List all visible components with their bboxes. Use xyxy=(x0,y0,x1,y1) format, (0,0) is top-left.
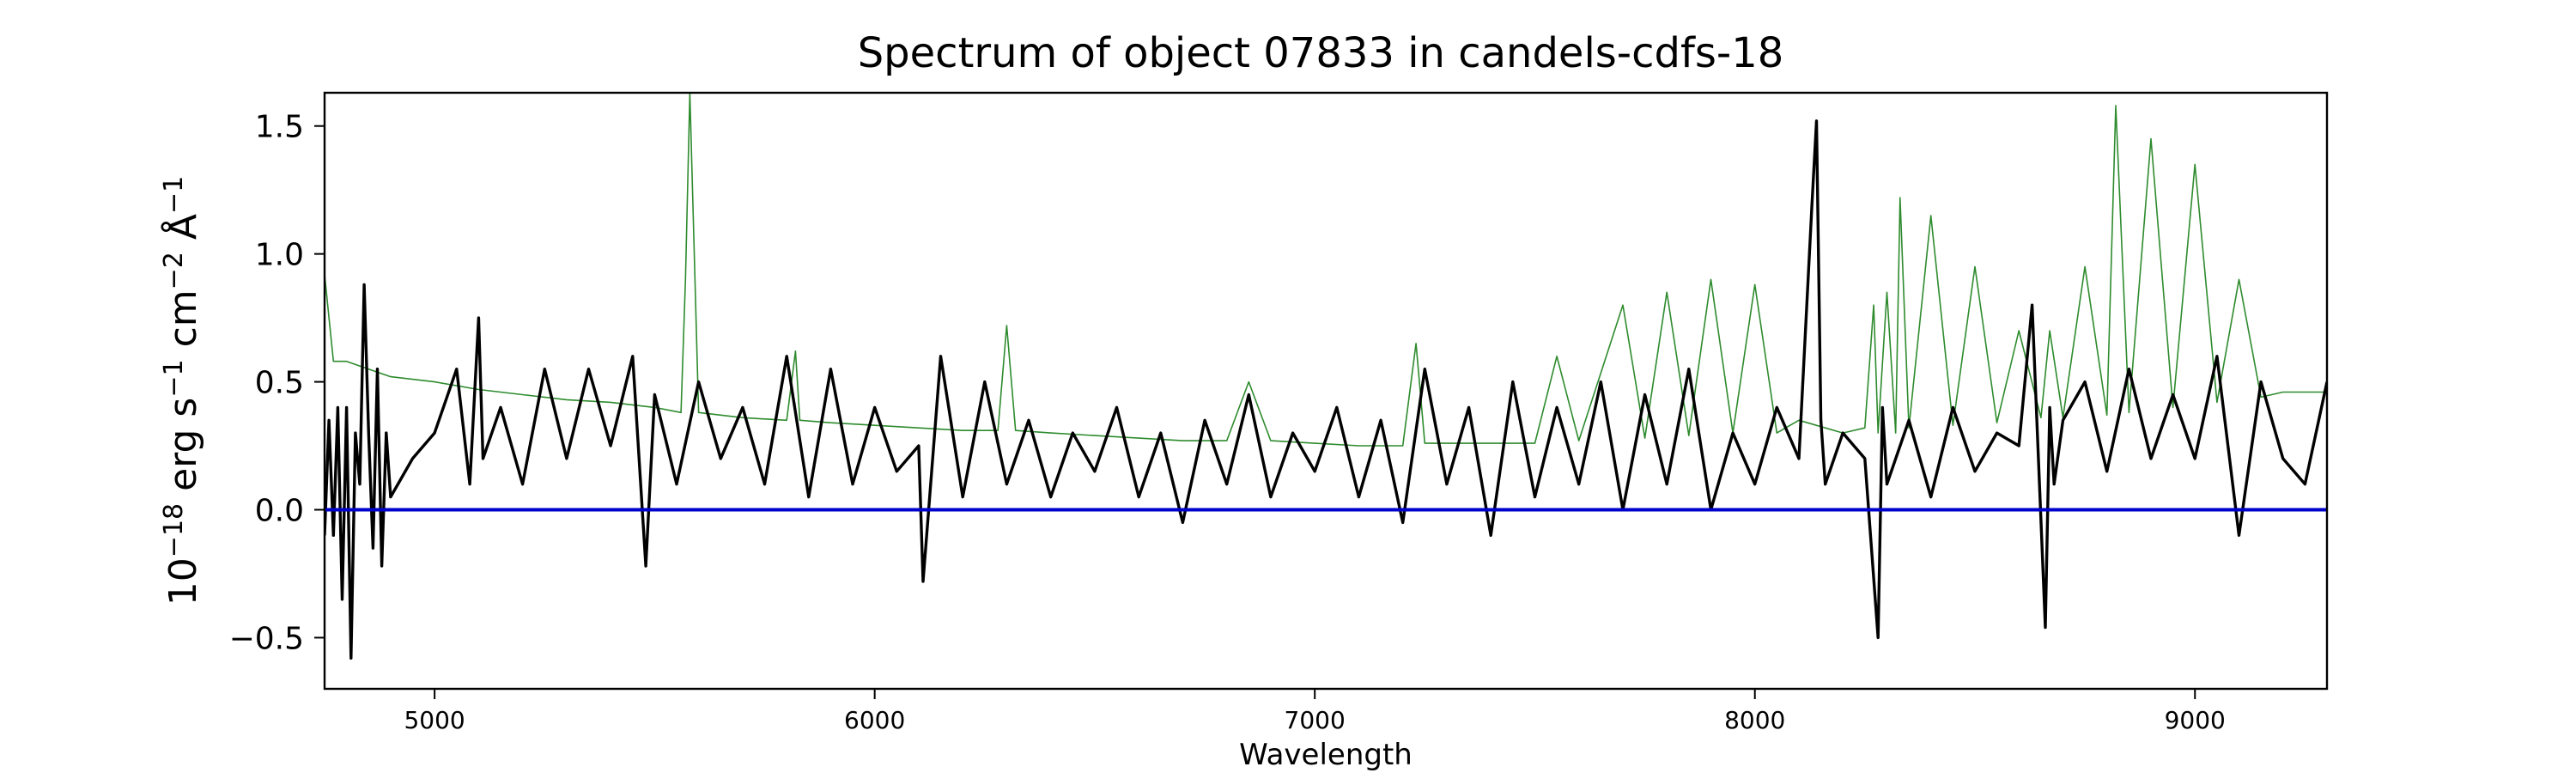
y-tick-label: −0.5 xyxy=(229,621,304,656)
chart-title: Spectrum of object 07833 in candels-cdfs… xyxy=(858,29,1784,77)
error-series-line xyxy=(325,93,2327,447)
x-axis-label: Wavelength xyxy=(1239,738,1413,772)
x-tick-label: 8000 xyxy=(1724,706,1785,734)
x-tick-label: 5000 xyxy=(404,706,465,734)
x-tick-label: 6000 xyxy=(844,706,905,734)
x-axis: 5000 6000 7000 8000 9000 xyxy=(404,689,2226,734)
y-tick-label: 1.0 xyxy=(255,238,304,273)
x-tick-label: 7000 xyxy=(1285,706,1346,734)
y-axis-label: 10−18 erg s−1 cm−2 Å−1 xyxy=(159,176,205,606)
x-tick-label: 9000 xyxy=(2165,706,2226,734)
y-axis: −0.5 0.0 0.5 1.0 1.5 xyxy=(229,110,325,656)
y-tick-label: 0.0 xyxy=(255,494,304,529)
flux-series-line xyxy=(325,119,2327,660)
y-tick-label: 1.5 xyxy=(255,110,304,145)
y-tick-label: 0.5 xyxy=(255,366,304,401)
plot-frame xyxy=(323,91,2329,691)
